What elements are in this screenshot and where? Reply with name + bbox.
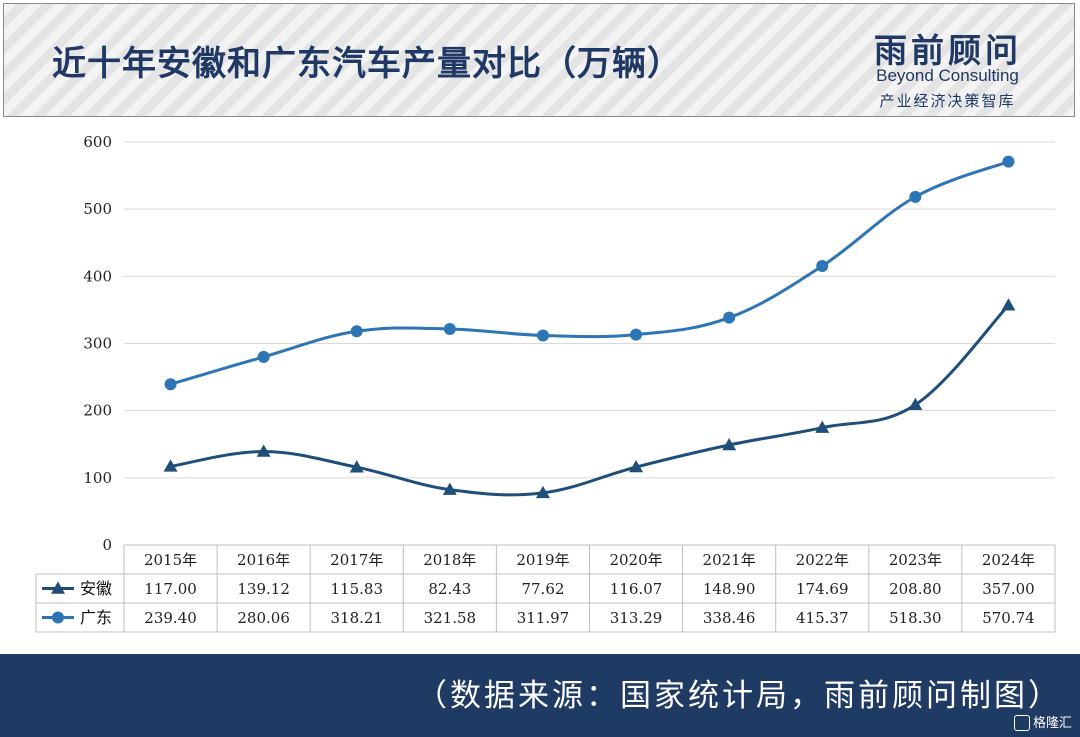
table-value: 570.74 bbox=[982, 609, 1035, 627]
table-value: 148.90 bbox=[703, 580, 756, 598]
data-point-guangdong bbox=[816, 260, 829, 273]
table-value: 174.69 bbox=[796, 580, 849, 598]
legend-label: 安徽 bbox=[80, 579, 112, 598]
y-tick-label: 500 bbox=[83, 200, 112, 218]
table-value: 116.07 bbox=[610, 580, 663, 598]
x-category-label: 2021年 bbox=[703, 551, 756, 569]
legend-label: 广东 bbox=[80, 608, 112, 627]
x-category-label: 2022年 bbox=[796, 551, 849, 569]
data-point-anhui bbox=[442, 482, 457, 495]
table-value: 117.00 bbox=[144, 580, 197, 598]
logo-english: Beyond Consulting bbox=[876, 66, 1019, 85]
data-point-guangdong bbox=[536, 329, 549, 342]
table-value: 77.62 bbox=[521, 580, 564, 598]
data-point-anhui bbox=[629, 460, 644, 473]
y-tick-label: 400 bbox=[83, 267, 112, 285]
data-point-guangdong bbox=[723, 311, 736, 324]
table-value: 139.12 bbox=[237, 580, 290, 598]
legend-marker-anhui bbox=[51, 581, 65, 594]
x-category-label: 2016年 bbox=[237, 551, 290, 569]
data-point-guangdong bbox=[257, 350, 270, 363]
page-title: 近十年安徽和广东汽车产量对比（万辆） bbox=[52, 44, 682, 84]
table-value: 208.80 bbox=[889, 580, 942, 598]
legend-marker-guangdong bbox=[52, 611, 64, 624]
table-value: 321.58 bbox=[424, 609, 477, 627]
table-value: 311.97 bbox=[517, 609, 570, 627]
x-category-label: 2015年 bbox=[144, 551, 197, 569]
data-point-anhui bbox=[908, 397, 923, 411]
watermark: 格隆汇 bbox=[1013, 712, 1072, 731]
data-point-guangdong bbox=[630, 328, 643, 341]
x-category-label: 2019年 bbox=[516, 551, 569, 569]
table-value: 357.00 bbox=[982, 580, 1035, 598]
table-value: 518.30 bbox=[889, 609, 942, 627]
table-value: 239.40 bbox=[144, 609, 197, 627]
data-point-guangdong bbox=[443, 323, 456, 336]
line-chart: 0 100 200 300 400 500 600 2015年 2016年 2017年 2018年 2… bbox=[35, 133, 1056, 633]
data-point-anhui bbox=[722, 437, 737, 451]
x-category-label: 2024年 bbox=[982, 551, 1035, 569]
y-tick-label: 200 bbox=[83, 402, 112, 420]
data-point-anhui bbox=[256, 444, 271, 457]
data-point-anhui bbox=[1001, 298, 1016, 311]
table-value: 82.43 bbox=[428, 580, 471, 598]
data-point-guangdong bbox=[164, 378, 177, 391]
table-value: 318.21 bbox=[331, 609, 384, 627]
table-value: 115.83 bbox=[331, 580, 384, 598]
logo-tagline: 产业经济决策智库 bbox=[879, 92, 1016, 110]
data-source-note: （数据来源：国家统计局，雨前顾问制图） bbox=[416, 678, 1062, 714]
y-tick-label: 600 bbox=[83, 133, 112, 151]
data-point-guangdong bbox=[909, 190, 922, 203]
x-category-label: 2017年 bbox=[330, 551, 383, 569]
footer-banner: （数据来源：国家统计局，雨前顾问制图） 格隆汇 bbox=[0, 654, 1080, 737]
x-category-label: 2018年 bbox=[423, 551, 476, 569]
watermark-icon bbox=[1013, 715, 1030, 731]
y-tick-label: 0 bbox=[102, 536, 112, 554]
header-banner: 近十年安徽和广东汽车产量对比（万辆） 雨前顾问 Beyond Consultin… bbox=[3, 3, 1075, 117]
table-value: 415.37 bbox=[796, 609, 849, 627]
data-point-anhui bbox=[349, 460, 364, 473]
data-point-guangdong bbox=[1002, 155, 1015, 168]
table-value: 338.46 bbox=[703, 609, 756, 627]
data-point-guangdong bbox=[350, 325, 363, 338]
logo-name: 雨前顾问 bbox=[874, 31, 1022, 70]
y-tick-label: 300 bbox=[83, 335, 112, 353]
table-value: 280.06 bbox=[237, 609, 290, 627]
x-category-label: 2020年 bbox=[609, 551, 662, 569]
series-line-anhui bbox=[170, 304, 1010, 497]
series-line-guangdong bbox=[170, 160, 1009, 386]
x-category-label: 2023年 bbox=[889, 551, 942, 569]
y-tick-label: 100 bbox=[83, 469, 112, 487]
table-value: 313.29 bbox=[610, 609, 663, 627]
data-point-anhui bbox=[163, 459, 178, 472]
data-point-anhui bbox=[535, 485, 550, 499]
watermark-text: 格隆汇 bbox=[1032, 715, 1072, 731]
data-point-anhui bbox=[815, 420, 830, 433]
